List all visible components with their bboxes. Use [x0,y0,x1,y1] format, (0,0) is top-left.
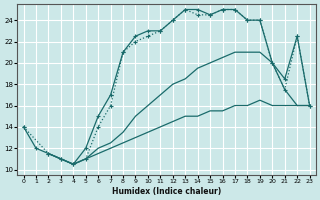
X-axis label: Humidex (Indice chaleur): Humidex (Indice chaleur) [112,187,221,196]
